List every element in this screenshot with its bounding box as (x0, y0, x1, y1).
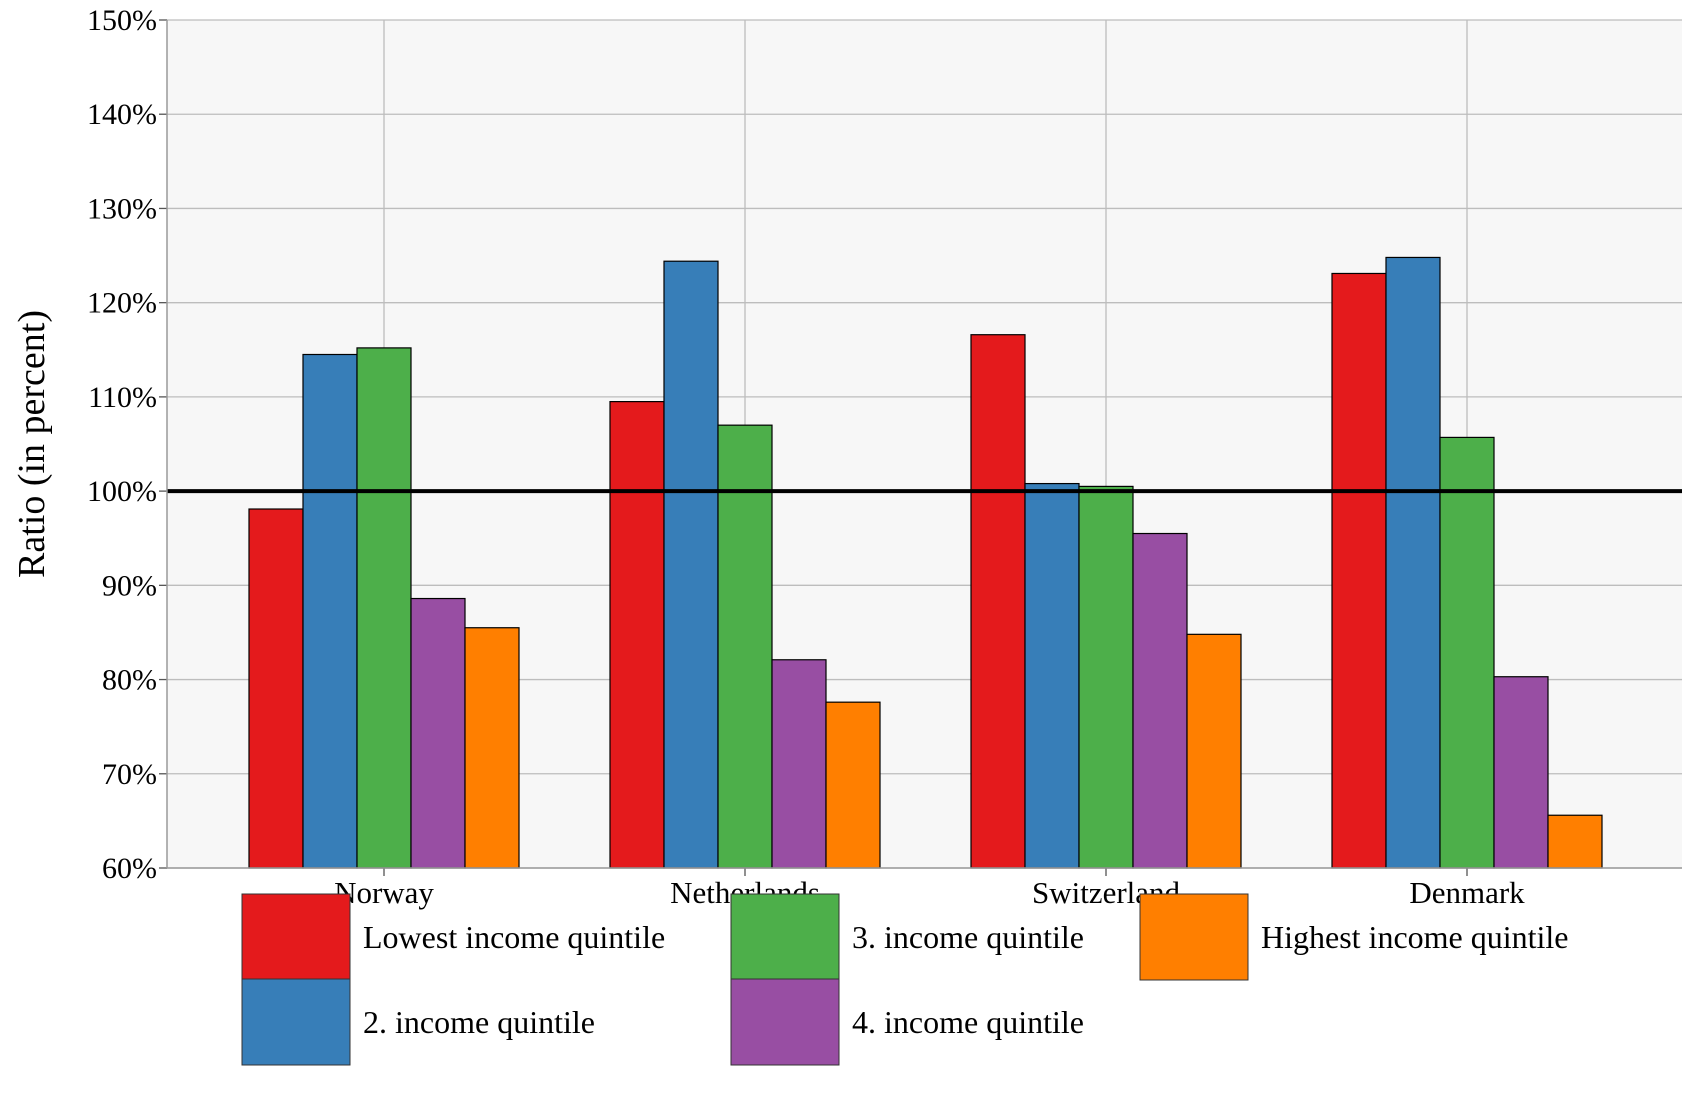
bar (771, 659, 827, 869)
bar (1331, 272, 1387, 869)
bar (1493, 676, 1549, 869)
bar (248, 508, 304, 869)
y-tick-label: 140% (87, 98, 157, 131)
bar (1024, 482, 1080, 869)
y-tick-label: 60% (102, 852, 157, 885)
y-tick-label: 110% (88, 381, 157, 414)
legend-label: Lowest income quintile (363, 919, 665, 955)
bar (1078, 485, 1134, 869)
legend-label: 2. income quintile (363, 1004, 595, 1040)
legend-label: Highest income quintile (1261, 919, 1569, 955)
bar (825, 701, 881, 869)
legend-swatch (241, 978, 351, 1066)
x-category-labels: Norway Netherlands Switzerland Denmark (334, 875, 1525, 910)
bar (970, 334, 1026, 869)
legend-swatch (730, 893, 840, 981)
bar (1132, 532, 1188, 869)
bar (1439, 436, 1495, 869)
bar (717, 424, 773, 869)
legend-swatch (1139, 893, 1249, 981)
y-tick-labels: 60% 70% 80% 90% 100% 110% 120% 130% 140% 150% (87, 4, 157, 885)
legend-swatch (730, 978, 840, 1066)
bar (410, 597, 466, 869)
y-axis-title: Ratio (in percent) (11, 310, 53, 578)
y-tick-label: 130% (87, 192, 157, 225)
legend-label: 3. income quintile (852, 919, 1084, 955)
bar (1547, 814, 1603, 869)
legend-swatch (241, 893, 351, 981)
y-tick-label: 150% (87, 4, 157, 37)
y-tick-label: 100% (87, 475, 157, 508)
bar (356, 347, 412, 869)
y-tick-label: 70% (102, 758, 157, 791)
bars (248, 256, 1603, 869)
bar (464, 627, 520, 869)
bar (1385, 256, 1441, 869)
legend: Lowest income quintile 2. income quintile… (241, 893, 1569, 1066)
y-tick-label: 120% (87, 287, 157, 320)
bar (609, 401, 665, 869)
bar (663, 260, 719, 869)
x-category-label: Norway (334, 875, 434, 910)
y-tick-label: 90% (102, 569, 157, 602)
bar (302, 353, 358, 869)
y-tick-label: 80% (102, 664, 157, 697)
axes (166, 20, 1682, 869)
bar (1186, 633, 1242, 869)
legend-label: 4. income quintile (852, 1004, 1084, 1040)
x-category-label: Denmark (1409, 875, 1525, 910)
